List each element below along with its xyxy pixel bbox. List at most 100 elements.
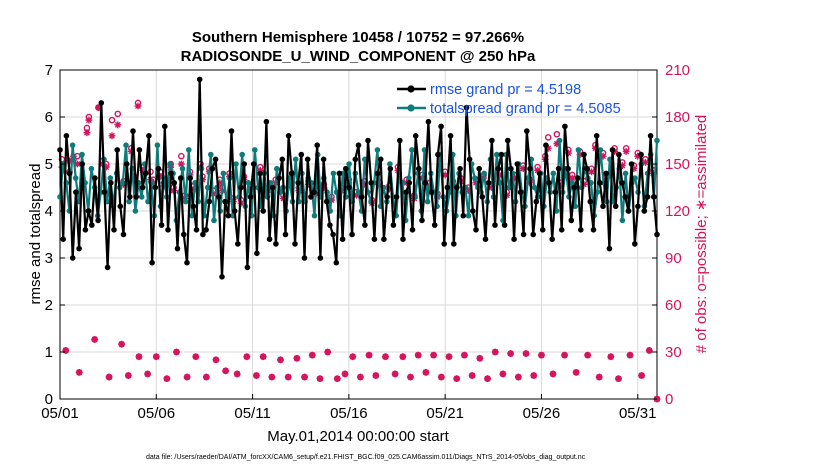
rmse-point [330,231,336,238]
axes-box [59,69,658,400]
rmse-point [60,236,66,242]
rmse-point [508,165,514,172]
y-right-tick-label: 30 [665,344,682,361]
obs-assimilated-marker [407,373,414,381]
rmse-point [492,222,498,228]
obs-assimilated-marker [414,351,422,359]
obs-assimilated-marker [173,348,180,356]
rmse-point [165,227,171,233]
obs-assimilated-marker [216,179,224,187]
legend-rmse-text: rmse grand pr = 4.5198 [430,82,581,98]
rmse-point [444,184,451,191]
rmse-point [355,142,362,148]
rmse-point [285,133,292,139]
rmse-point [501,222,508,228]
totalspread-point [274,165,280,172]
rmse-point [533,198,540,205]
obs-assimilated-marker [85,116,93,124]
rmse-point [187,175,193,181]
obs-possible-marker [108,116,116,124]
rmse-point [454,184,460,191]
rmse-point [549,236,555,242]
rmse-point [552,189,559,195]
rmse-point [368,180,375,186]
rmse-point [546,180,552,186]
obs-assimilated-marker [487,184,495,191]
rmse-point [628,161,635,167]
obs-assimilated-marker [301,373,308,381]
obs-assimilated-marker [95,104,102,111]
totalspread-point [346,161,352,167]
rmse-point [168,170,174,177]
rmse-point [644,194,651,200]
obs-assimilated-marker [468,372,476,379]
rmse-point [374,170,381,177]
totalspread-point [107,175,114,181]
rmse-point [279,156,286,163]
rmse-point [460,212,467,219]
totalspread-point [465,212,472,219]
obs-assimilated-marker [464,187,472,195]
rmse-point [625,208,632,214]
rmse-point [435,151,441,158]
rmse-point [489,137,495,144]
obs-assimilated-marker [124,372,132,379]
rmse-point [222,198,228,205]
rmse-point [254,250,260,257]
x-tick-label: 05/16 [330,405,368,422]
obs-assimilated-marker [108,132,116,140]
rmse-point [320,156,327,163]
rmse-point [289,170,295,177]
rmse-point [174,245,181,252]
rmse-point [619,180,625,186]
obs-assimilated-marker [135,353,143,361]
rmse-point [117,203,124,210]
obs-assimilated-marker [522,350,530,357]
obs-assimilated-marker [62,347,70,354]
obs-possible-marker [553,130,561,138]
x-tick-label: 05/01 [41,405,79,422]
rmse-point [228,128,235,134]
rmse-point [403,189,409,195]
rmse-point [98,100,105,106]
legend: rmse grand pr = 4.5198 totalspread grand… [397,82,621,117]
y-axis-label-right: # of obs: o=possible; ∗=assimilated [693,115,710,354]
totalspread-point [126,198,132,205]
obs-assimilated-marker [622,148,630,155]
rmse-point [511,236,517,242]
obs-assimilated-marker [75,368,83,376]
rmse-point [466,156,473,163]
rmse-point [654,231,660,238]
rmse-point [133,194,139,200]
legend-spread-text: totalspread grand pr = 4.5085 [430,101,621,117]
obs-assimilated-marker [538,351,545,359]
totalspread-point [245,180,252,186]
obs-assimilated-marker [576,151,584,158]
obs-assimilated-marker [293,354,301,362]
rmse-point [79,161,85,167]
rmse-point [123,161,130,167]
totalspread-point [406,175,412,181]
rmse-point [622,194,628,200]
rmse-point [406,180,413,186]
rmse-point [200,231,206,238]
y-right-tick-label: 180 [665,109,690,126]
rmse-point [600,203,606,210]
x-tick-label: 05/21 [426,405,464,422]
obs-assimilated-marker [391,370,399,378]
obs-assimilated-marker [222,367,230,375]
rmse-point [190,203,197,210]
rmse-point [149,259,155,266]
rmse-point [397,137,403,144]
obs-assimilated-marker [634,152,642,160]
rmse-point [92,175,98,181]
totalspread-point [622,170,629,177]
totalspread-point [494,151,500,158]
rmse-point [212,156,219,163]
obs-assimilated-marker [630,165,638,173]
rmse-point [384,194,390,200]
obs-assimilated-marker [588,168,595,176]
obs-assimilated-marker [259,353,267,361]
y-axis-label-left: rmse and totalspread [27,164,44,305]
